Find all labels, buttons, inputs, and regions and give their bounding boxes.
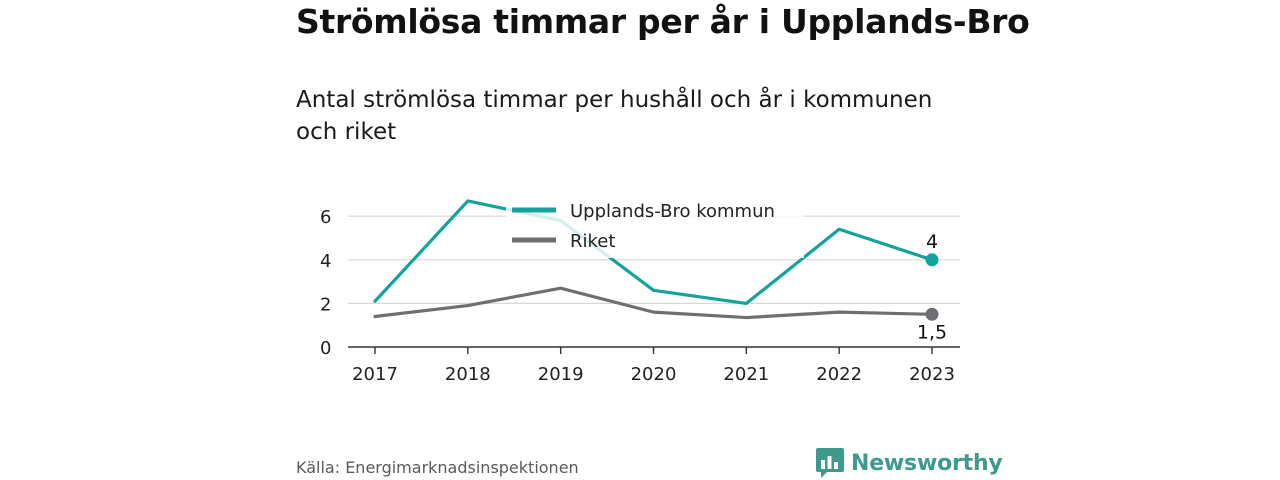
x-tick-label: 2021	[723, 364, 769, 385]
legend-label-upplands-bro: Upplands-Bro kommun	[570, 201, 775, 222]
series-line-0	[373, 199, 934, 305]
y-tick-label: 4	[320, 251, 331, 272]
brand-name: Newsworthy	[851, 450, 1003, 476]
series-lines	[373, 199, 934, 320]
y-tick-label: 0	[320, 338, 331, 359]
series-end-marker-1	[925, 307, 939, 321]
x-tick-label: 2022	[816, 364, 862, 385]
legend-label-riket: Riket	[570, 231, 615, 252]
chart-subtitle: Antal strömlösa timmar per hushåll och å…	[296, 87, 933, 145]
series-end-label-1: 1,5	[917, 321, 947, 343]
x-tick-label: 2019	[538, 364, 584, 385]
source-note: Källa: Energimarknadsinspektionen	[296, 458, 579, 477]
bar-chart-logo-icon	[816, 448, 844, 478]
legend-background	[506, 196, 804, 258]
x-tick-label: 2020	[631, 364, 677, 385]
newsworthy-logo: Newsworthy	[815, 446, 1003, 480]
series-line-1	[373, 286, 934, 320]
x-tick-label: 2018	[445, 364, 491, 385]
chart-title: Strömlösa timmar per år i Upplands-Bro	[296, 2, 1030, 41]
y-tick-label: 2	[320, 294, 331, 315]
x-tick-label: 2023	[909, 364, 955, 385]
legend: Upplands-Bro kommun Riket	[506, 196, 804, 258]
x-tick-label: 2017	[352, 364, 398, 385]
end-markers: 41,5	[917, 231, 947, 343]
series-end-marker-0	[925, 253, 939, 267]
y-tick-label: 6	[320, 207, 331, 228]
series-end-label-0: 4	[926, 231, 938, 253]
